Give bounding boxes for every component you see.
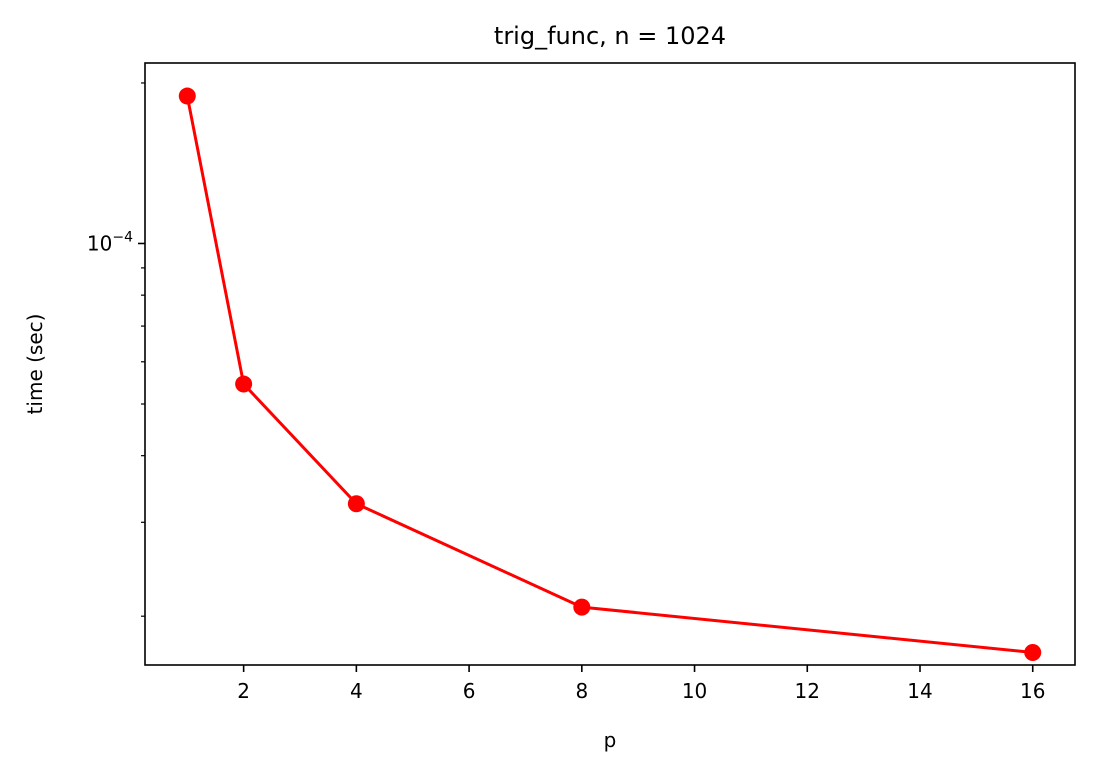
data-point	[1024, 643, 1042, 661]
y-axis-label: time (sec)	[23, 314, 47, 415]
data-point	[178, 87, 196, 105]
x-tick-label: 16	[1020, 679, 1045, 703]
axes-frame	[144, 62, 1076, 666]
x-axis-label: p	[604, 728, 617, 752]
x-tick-label: 14	[907, 679, 932, 703]
chart-title: trig_func, n = 1024	[494, 22, 726, 50]
x-tick-label: 4	[350, 679, 363, 703]
data-point	[347, 495, 365, 513]
x-tick-label: 2	[237, 679, 250, 703]
x-tick-label: 12	[795, 679, 820, 703]
x-tick-label: 10	[682, 679, 707, 703]
x-axis: 2 4 6 8 10 12 14 16	[237, 665, 1045, 703]
y-tick-label: 10−4	[87, 229, 133, 255]
plot-area	[178, 87, 1042, 661]
data-point	[235, 375, 253, 393]
x-tick-label: 6	[463, 679, 476, 703]
x-tick-label: 8	[575, 679, 588, 703]
data-point	[573, 598, 591, 616]
